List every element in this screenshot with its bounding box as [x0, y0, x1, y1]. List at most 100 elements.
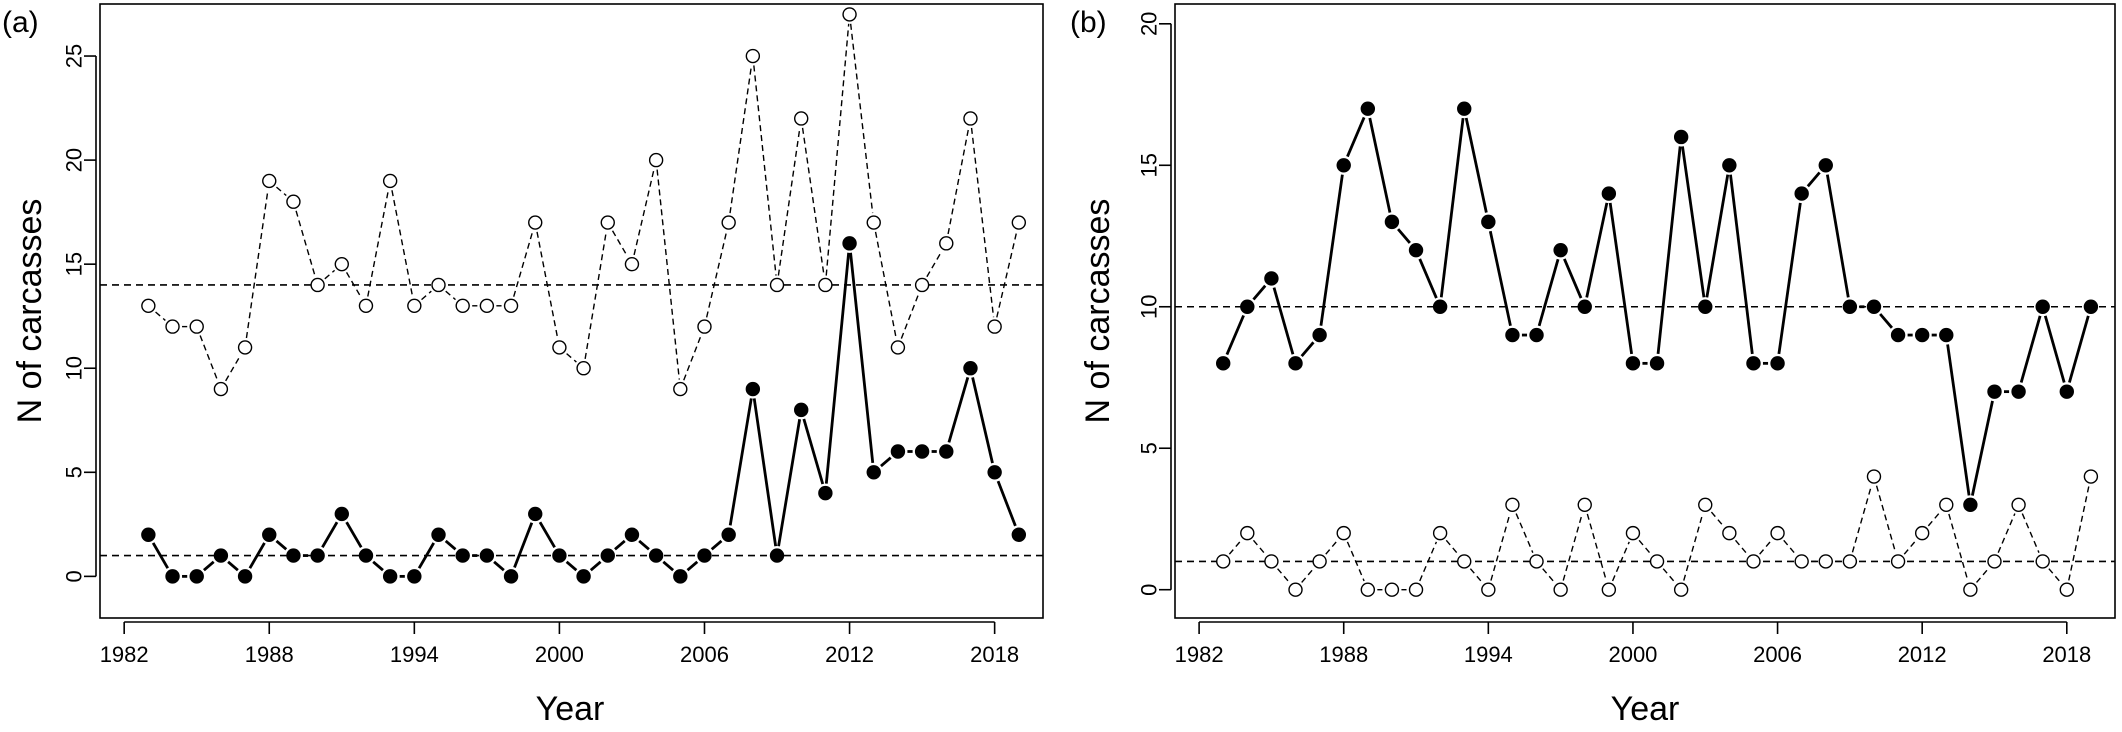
data-point-filled — [528, 506, 543, 522]
y-tick-label: 20 — [62, 148, 87, 172]
data-point-filled — [1408, 242, 1424, 258]
data-point-open — [624, 256, 640, 272]
series-segment — [1346, 541, 1365, 582]
data-point-open — [745, 48, 761, 64]
y-axis-title: N of carcasses — [11, 199, 49, 424]
data-point-filled — [1987, 384, 2002, 399]
series-segment — [1325, 539, 1339, 555]
series-segment — [638, 539, 650, 551]
series-segment — [1272, 287, 1295, 355]
data-point-open — [237, 340, 253, 355]
data-point-open — [262, 173, 277, 189]
series-segment — [880, 456, 892, 468]
data-point-filled — [358, 548, 374, 563]
series-segment — [227, 560, 239, 572]
data-point-open — [866, 215, 881, 230]
data-point-open — [213, 381, 229, 397]
series-segment — [633, 169, 655, 256]
series-segment — [611, 230, 628, 257]
data-point-filled — [987, 465, 1002, 480]
panel-label: (a) — [2, 6, 39, 39]
series-segment — [345, 521, 363, 549]
series-segment — [1277, 568, 1290, 583]
data-point-open — [358, 298, 374, 313]
data-point-filled — [503, 569, 519, 584]
data-point-open — [382, 173, 398, 189]
data-point-open — [576, 361, 591, 376]
data-point-filled — [1914, 327, 1930, 343]
data-point-filled — [769, 548, 785, 563]
data-point-filled — [1673, 129, 1689, 145]
data-point-filled — [1529, 327, 1544, 343]
series-segment — [1611, 541, 1630, 582]
data-point-open — [818, 277, 833, 293]
series-segment — [802, 418, 825, 485]
data-point-filled — [1240, 299, 1255, 314]
data-point-open — [1673, 582, 1689, 597]
x-axis-title: Year — [536, 690, 605, 728]
data-point-open — [1577, 497, 1592, 513]
data-point-open — [165, 319, 180, 334]
series-segment — [1464, 117, 1488, 213]
x-tick-label: 1988 — [1319, 642, 1368, 667]
series-segment — [777, 127, 801, 276]
data-point-filled — [1649, 356, 1665, 371]
data-point-filled — [866, 465, 881, 480]
series-segment — [2068, 485, 2090, 581]
series-segment — [1346, 116, 1366, 158]
data-point-open — [1216, 554, 1231, 569]
series-segment — [1656, 146, 1682, 355]
data-point-open — [697, 319, 712, 334]
y-tick-label: 20 — [1137, 12, 1162, 36]
data-point-filled — [455, 548, 470, 563]
data-point-open — [455, 298, 470, 313]
data-point-filled — [1432, 299, 1448, 314]
series-segment — [1586, 513, 1607, 581]
x-tick-label: 1982 — [100, 642, 149, 667]
series-segment — [686, 560, 699, 572]
data-point-filled — [1770, 356, 1785, 371]
series-segment — [1946, 344, 1971, 496]
data-point-open — [503, 298, 519, 313]
series-segment — [155, 311, 166, 321]
data-point-filled — [310, 548, 325, 563]
series-segment — [538, 521, 556, 549]
data-point-filled — [697, 548, 712, 563]
data-point-filled — [1384, 214, 1400, 230]
data-point-open — [2035, 554, 2050, 569]
series-segment — [513, 522, 534, 569]
y-tick-label: 0 — [1137, 584, 1162, 596]
data-point-filled — [1577, 299, 1592, 314]
series-segment — [801, 127, 825, 276]
data-point-open — [1336, 525, 1351, 541]
series-segment — [996, 231, 1018, 318]
data-point-open — [1553, 582, 1568, 597]
x-tick-label: 2018 — [2042, 642, 2091, 667]
series-segment — [947, 376, 970, 443]
data-point-filled — [479, 548, 495, 563]
series-segment — [1970, 400, 1994, 496]
data-point-open — [1698, 497, 1713, 513]
data-point-open — [1963, 582, 1978, 597]
series-segment — [199, 335, 219, 381]
series-open — [141, 7, 1027, 397]
series-segment — [1948, 513, 1969, 581]
series-segment — [947, 127, 970, 235]
series-segment — [849, 23, 874, 214]
series-segment — [970, 127, 995, 318]
data-point-filled — [1939, 327, 1954, 343]
series-segment — [565, 560, 578, 572]
data-point-open — [1939, 497, 1954, 513]
series-segment — [1300, 341, 1315, 358]
data-point-open — [407, 298, 422, 313]
series-segment — [1875, 485, 1897, 553]
data-point-filled — [2035, 299, 2050, 314]
series-segment — [1705, 174, 1730, 298]
data-point-open — [1384, 582, 1400, 597]
series-segment — [710, 539, 723, 551]
data-point-open — [721, 215, 736, 230]
data-point-filled — [1312, 327, 1327, 343]
data-point-open — [1312, 554, 1327, 569]
series-segment — [1681, 146, 1706, 298]
